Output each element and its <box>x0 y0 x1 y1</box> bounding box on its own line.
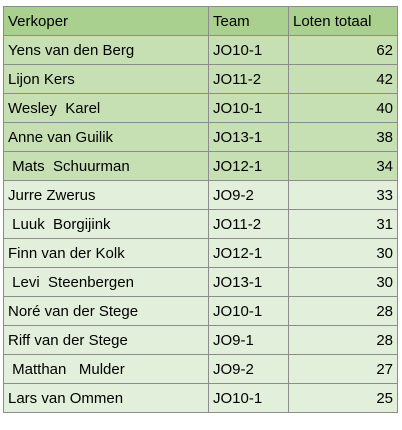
total-cell: 27 <box>288 354 398 384</box>
team-cell: JO12-1 <box>208 238 289 268</box>
team-cell: JO13-1 <box>208 267 289 297</box>
total-cell: 40 <box>288 93 398 123</box>
total-cell: 31 <box>288 209 398 239</box>
sales-ranking-table: Verkoper Team Loten totaal Yens van den … <box>3 6 398 413</box>
seller-cell: Jurre Zwerus <box>3 180 209 210</box>
total-cell: 42 <box>288 64 398 94</box>
seller-cell: Finn van der Kolk <box>3 238 209 268</box>
total-cell: 34 <box>288 151 398 181</box>
team-cell: JO9-1 <box>208 325 289 355</box>
total-cell: 30 <box>288 238 398 268</box>
column-header-team: Team <box>208 6 289 36</box>
table-row: Anne van Guilik JO13-1 38 <box>3 122 398 152</box>
team-cell: JO10-1 <box>208 296 289 326</box>
seller-cell: Luuk Borgijink <box>3 209 209 239</box>
table-row: Luuk Borgijink JO11-2 31 <box>3 209 398 239</box>
seller-cell: Matthan Mulder <box>3 354 209 384</box>
team-cell: JO9-2 <box>208 180 289 210</box>
table-row: Yens van den Berg JO10-1 62 <box>3 35 398 65</box>
seller-cell: Noré van der Stege <box>3 296 209 326</box>
table-row: Matthan Mulder JO9-2 27 <box>3 354 398 384</box>
table-row: Finn van der Kolk JO12-1 30 <box>3 238 398 268</box>
total-cell: 28 <box>288 296 398 326</box>
total-cell: 38 <box>288 122 398 152</box>
team-cell: JO13-1 <box>208 122 289 152</box>
seller-cell: Lijon Kers <box>3 64 209 94</box>
table-row: Wesley Karel JO10-1 40 <box>3 93 398 123</box>
seller-cell: Riff van der Stege <box>3 325 209 355</box>
total-cell: 28 <box>288 325 398 355</box>
table-row: Lars van Ommen JO10-1 25 <box>3 383 398 413</box>
total-cell: 62 <box>288 35 398 65</box>
total-cell: 25 <box>288 383 398 413</box>
seller-cell: Mats Schuurman <box>3 151 209 181</box>
column-header-seller: Verkoper <box>3 6 209 36</box>
table-row: Mats Schuurman JO12-1 34 <box>3 151 398 181</box>
team-cell: JO12-1 <box>208 151 289 181</box>
table-row: Riff van der Stege JO9-1 28 <box>3 325 398 355</box>
seller-cell: Anne van Guilik <box>3 122 209 152</box>
team-cell: JO9-2 <box>208 354 289 384</box>
table-row: Jurre Zwerus JO9-2 33 <box>3 180 398 210</box>
table-row: Noré van der Stege JO10-1 28 <box>3 296 398 326</box>
seller-cell: Levi Steenbergen <box>3 267 209 297</box>
seller-cell: Wesley Karel <box>3 93 209 123</box>
team-cell: JO11-2 <box>208 209 289 239</box>
column-header-total: Loten totaal <box>288 6 398 36</box>
total-cell: 33 <box>288 180 398 210</box>
team-cell: JO10-1 <box>208 35 289 65</box>
table-header-row: Verkoper Team Loten totaal <box>3 6 398 36</box>
table-row: Levi Steenbergen JO13-1 30 <box>3 267 398 297</box>
team-cell: JO11-2 <box>208 64 289 94</box>
seller-cell: Lars van Ommen <box>3 383 209 413</box>
total-cell: 30 <box>288 267 398 297</box>
team-cell: JO10-1 <box>208 383 289 413</box>
seller-cell: Yens van den Berg <box>3 35 209 65</box>
table-row: Lijon Kers JO11-2 42 <box>3 64 398 94</box>
team-cell: JO10-1 <box>208 93 289 123</box>
table-body: Yens van den Berg JO10-1 62 Lijon Kers JO11-… <box>3 35 398 413</box>
